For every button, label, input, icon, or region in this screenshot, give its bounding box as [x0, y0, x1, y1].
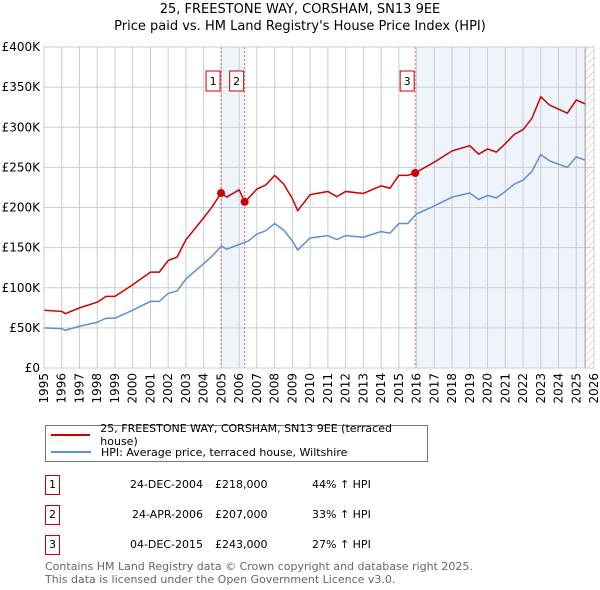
x-tick-label: 2020 — [481, 373, 495, 404]
x-tick-label: 2017 — [427, 373, 441, 404]
y-tick-label: £100K — [2, 281, 42, 295]
x-tick-label: 1995 — [37, 373, 51, 404]
sale-marker-box: 2 — [45, 505, 60, 525]
hpi-line — [43, 153, 586, 332]
sale-point — [411, 168, 420, 177]
plot-border — [43, 46, 595, 369]
sale-hpi-diff: 44% ↑ HPI — [312, 478, 371, 491]
y-tick-label: £50K — [9, 321, 41, 335]
x-tick-label: 2011 — [321, 373, 335, 404]
x-tick-label: 2025 — [569, 373, 583, 404]
x-tick-label: 2026 — [587, 373, 600, 404]
x-tick-label: 2008 — [268, 373, 282, 404]
price-chart: 1995 1996 1997 1998 1999 2000 2001 2002 2003 2004… — [2, 40, 600, 404]
sale-point — [240, 197, 249, 206]
legend: 25, FREESTONE WAY, CORSHAM, SN13 9EE (te… — [45, 422, 428, 462]
x-tick-label: 2015 — [392, 373, 406, 404]
sale-label-box — [229, 70, 245, 92]
x-tick-label: 2023 — [534, 373, 548, 404]
sale-label: 3 — [404, 75, 411, 88]
chart-title: 25, FREESTONE WAY, CORSHAM, SN13 9EE — [159, 2, 441, 17]
sale-date: 04-DEC-2015 — [129, 538, 203, 551]
x-tick-label: 1997 — [72, 373, 86, 404]
y-tick-label: £300K — [2, 120, 42, 134]
sale-date: 24-DEC-2004 — [129, 478, 203, 491]
y-tick-label: £200K — [2, 201, 42, 215]
x-tick-label: 2019 — [463, 373, 477, 404]
y-tick-label: £0 — [25, 361, 40, 375]
legend-swatch-red — [51, 434, 91, 436]
sale-date: 24-APR-2006 — [131, 508, 203, 521]
x-tick-label: 2002 — [161, 373, 175, 404]
legend-swatch-blue — [51, 451, 91, 453]
footer-copyright: Contains HM Land Registry data © Crown c… — [45, 560, 473, 573]
legend-label: 25, FREESTONE WAY, CORSHAM, SN13 9EE (te… — [100, 422, 392, 448]
x-tick-label: 2014 — [374, 373, 388, 404]
x-tick-label: 2005 — [214, 373, 228, 404]
x-tick-label: 2013 — [356, 373, 370, 404]
sale-row: 1 24-DEC-2004 £218,000 44% ↑ HPI — [45, 475, 465, 495]
x-tick-label: 2016 — [410, 373, 424, 404]
x-tick-label: 1996 — [55, 373, 69, 404]
x-tick-label: 2010 — [303, 373, 317, 404]
chart-subtitle: Price paid vs. HM Land Registry's House … — [114, 19, 486, 34]
sale-row: 3 04-DEC-2015 £243,000 27% ↑ HPI — [45, 535, 465, 555]
legend-item-property: 25, FREESTONE WAY, CORSHAM, SN13 9EE (te… — [46, 422, 427, 448]
x-tick-label: 2000 — [126, 373, 140, 404]
sale-price: £207,000 — [215, 508, 268, 521]
x-tick-label: 2001 — [143, 373, 157, 404]
sale-price: £243,000 — [215, 538, 268, 551]
x-tick-label: 1998 — [90, 373, 104, 404]
legend-label: HPI: Average price, terraced house, Wilt… — [101, 445, 348, 459]
footer: Contains HM Land Registry data © Crown c… — [45, 560, 473, 586]
x-tick-label: 2024 — [552, 373, 566, 404]
x-tick-label: 2022 — [516, 373, 530, 404]
x-tick-label: 2009 — [285, 373, 299, 404]
y-tick-label: £250K — [2, 160, 42, 174]
x-tick-label: 2021 — [498, 373, 512, 404]
footer-licence: This data is licensed under the Open Gov… — [45, 573, 396, 586]
property-price-line — [43, 95, 586, 315]
sale-label: 2 — [233, 75, 240, 88]
x-tick-label: 1999 — [108, 373, 122, 404]
sale-marker-box: 3 — [45, 535, 60, 555]
sale-point — [217, 189, 226, 198]
sale-hpi-diff: 33% ↑ HPI — [312, 508, 371, 521]
x-tick-label: 2006 — [232, 373, 246, 404]
sale-marker-box: 1 — [45, 475, 60, 495]
sale-price: £218,000 — [215, 478, 268, 491]
sale-label-box — [205, 70, 221, 92]
y-tick-label: £150K — [2, 241, 42, 255]
sale-label: 1 — [210, 75, 217, 88]
sale-row: 2 24-APR-2006 £207,000 33% ↑ HPI — [45, 505, 465, 525]
y-tick-label: £350K — [2, 80, 42, 94]
y-tick-label: £400K — [2, 40, 42, 54]
sale-hpi-diff: 27% ↑ HPI — [312, 538, 371, 551]
x-tick-label: 2018 — [445, 373, 459, 404]
x-tick-label: 2012 — [339, 373, 353, 404]
x-tick-label: 2004 — [197, 373, 211, 404]
sale-label-box — [399, 70, 415, 92]
legend-item-hpi: HPI: Average price, terraced house, Wilt… — [46, 444, 347, 460]
x-tick-label: 2007 — [250, 373, 264, 404]
x-tick-label: 2003 — [179, 373, 193, 404]
